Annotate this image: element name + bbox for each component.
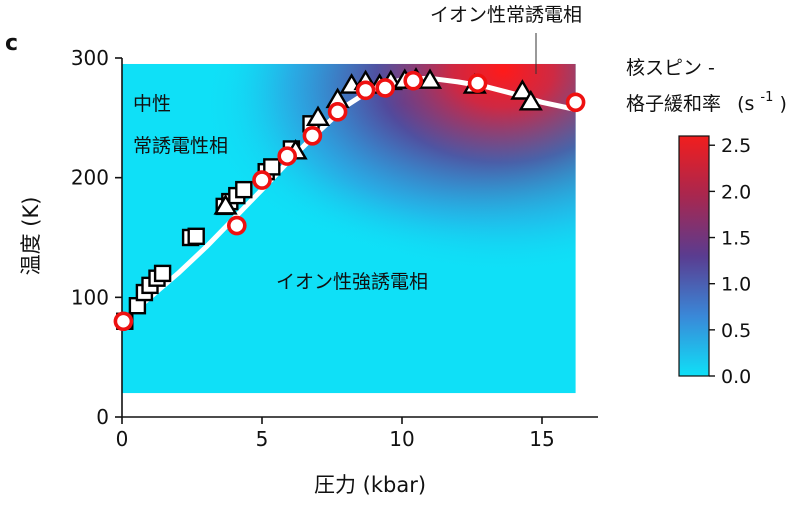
triangle-marker: [213, 194, 238, 215]
square-marker: [153, 264, 172, 283]
circle-marker: [252, 170, 272, 190]
x-axis-label: 圧力 (kbar): [314, 473, 426, 497]
colorbar-tick-label: 2.5: [721, 135, 751, 157]
data-markers: [113, 67, 586, 332]
region-label-neutral-line2: 常誘電性相: [133, 135, 228, 157]
circle-marker: [355, 80, 376, 101]
y-tick-label: 100: [71, 285, 109, 309]
triangle-marker: [305, 105, 331, 127]
colorbar-tick-label: 1.0: [721, 274, 751, 296]
circle-marker: [277, 146, 298, 166]
colorbar-unit-close: ): [779, 93, 786, 115]
axes: 0 5 10 15 0 100 200 300: [71, 46, 598, 451]
colorbar-quantity: 格子緩和率: [626, 93, 721, 115]
x-tick-label: 15: [529, 427, 554, 451]
colorbar-tick-label: 0.5: [721, 320, 751, 342]
heatmap-area: [122, 63, 576, 394]
y-tick-label: 0: [96, 405, 109, 429]
colorbar-tick-label: 0.0: [721, 366, 751, 388]
square-marker: [187, 227, 205, 246]
y-tick-label: 200: [71, 166, 109, 190]
triangle-marker: [518, 89, 543, 111]
colorbar-scale: [678, 135, 710, 377]
colorbar-tick-label: 1.5: [721, 228, 751, 250]
y-tick-label: 300: [71, 46, 109, 70]
circle-marker: [327, 102, 348, 122]
circle-marker: [302, 125, 323, 146]
circle-marker: [403, 70, 424, 91]
circle-marker: [565, 92, 586, 113]
colorbar-tick-label: 2.0: [721, 181, 751, 203]
panel-label: c: [5, 31, 18, 56]
circle-marker: [113, 311, 134, 332]
colorbar-unit: (s: [737, 93, 754, 115]
circle-marker: [375, 78, 396, 98]
circle-marker: [467, 73, 488, 93]
colorbar-unit-exponent: -1: [760, 90, 773, 105]
x-tick-label: 0: [116, 427, 129, 451]
colorbar: 核スピン - 格子緩和率 (s -1 ) 0.0 0.5 1.0 1.5 2.0 2.5: [626, 57, 787, 388]
square-marker: [263, 158, 281, 176]
triangle-marker: [417, 68, 443, 89]
x-tick-label: 5: [256, 427, 269, 451]
square-marker: [235, 180, 253, 199]
y-axis-label: 温度 (K): [19, 197, 43, 276]
region-label-paraelectric: イオン性常誘電相: [430, 4, 582, 26]
x-tick-label: 10: [389, 427, 414, 451]
region-label-neutral-line1: 中性: [133, 93, 171, 115]
triangle-marker: [510, 79, 535, 100]
colorbar-title-line1: 核スピン -: [626, 57, 715, 79]
region-label-ferroelectric: イオン性強誘電相: [276, 271, 428, 293]
circle-marker: [227, 215, 247, 236]
colorbar-title-line2: 格子緩和率 (s -1 ): [626, 84, 787, 115]
